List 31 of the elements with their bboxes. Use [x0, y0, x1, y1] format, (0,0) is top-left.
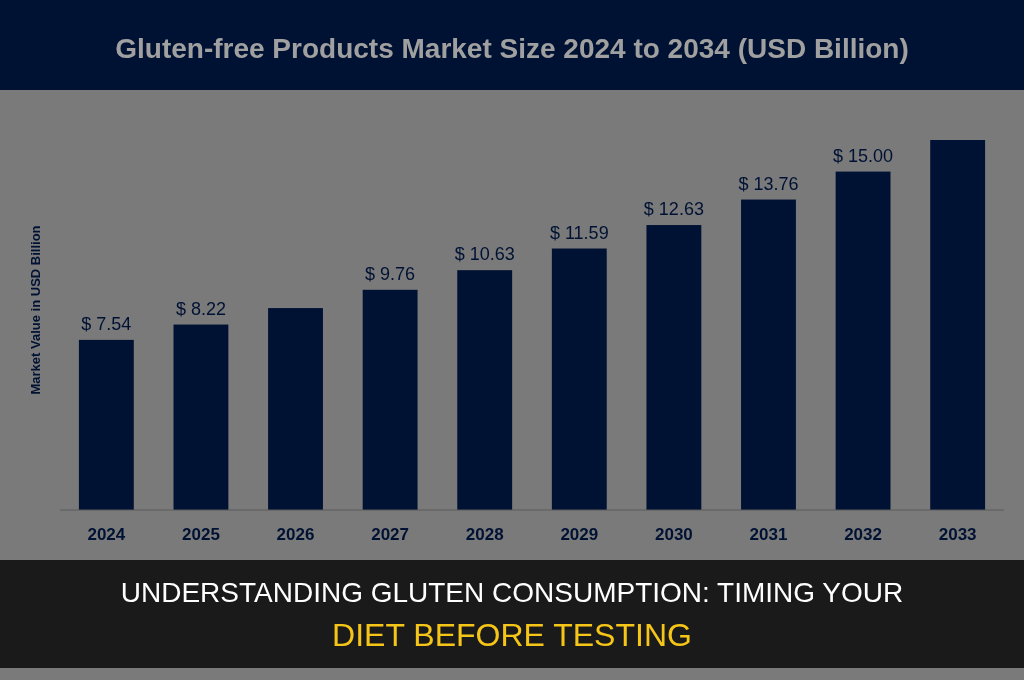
- y-axis-title: Market Value in USD Billion: [28, 225, 43, 395]
- bar: [362, 289, 418, 510]
- data-label: $ 8.22: [175, 298, 226, 319]
- text: UNDERSTANDING GLUTEN CONSUMPTION: TIMING YOUR DIET BEFORE TESTING: [120, 577, 904, 653]
- bar: [646, 225, 702, 510]
- x-tick-label: 2029: [560, 525, 599, 544]
- data-label: $ 13.76: [738, 173, 799, 194]
- bar: [268, 308, 323, 510]
- x-tick-label: 2033: [938, 525, 977, 544]
- data-label: $ 10.63: [454, 244, 515, 265]
- bar: [457, 270, 513, 510]
- bar: [741, 199, 796, 510]
- data-label: $ 7.54: [81, 313, 132, 334]
- x-tick-label: 2030: [654, 525, 693, 544]
- x-tick-label: 2024: [87, 525, 126, 544]
- x-tick-label: 2031: [749, 525, 788, 544]
- data-label: $ 9.76: [365, 263, 416, 284]
- bar: [551, 248, 607, 510]
- x-tick-label: 2027: [371, 525, 410, 544]
- data-label: $ 12.63: [643, 199, 704, 220]
- x-tick-label: 2026: [276, 525, 315, 544]
- bar: [835, 171, 891, 510]
- data-label: $ 11.59: [549, 222, 609, 243]
- data-label: $ 15.00: [833, 145, 894, 166]
- x-tick-label: 2032: [844, 525, 882, 544]
- x-tick-label: 2028: [465, 525, 504, 544]
- x-tick-label: 2025: [182, 525, 220, 544]
- bar: [930, 140, 986, 510]
- bar: [173, 324, 229, 510]
- chart-title: Gluten-free Products Market Size 2024 to 2034 (USD Billion): [115, 33, 909, 64]
- bar: [78, 339, 134, 510]
